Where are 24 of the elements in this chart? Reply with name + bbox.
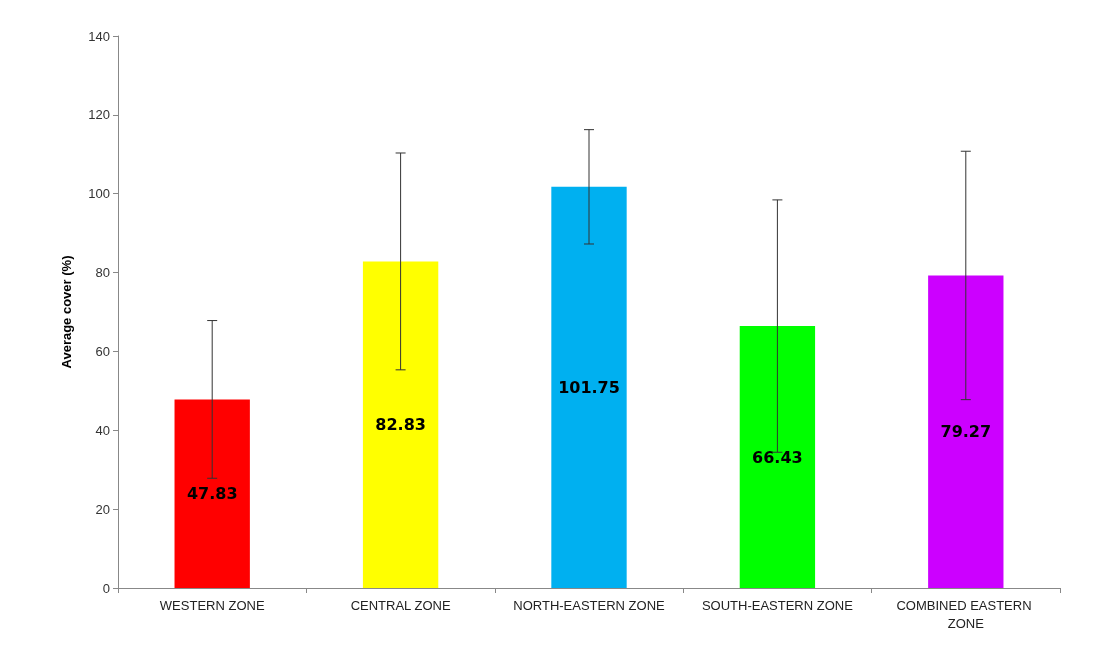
data-label: 79.27 [940,422,992,442]
x-tick-label: SOUTH-EASTERN ZONE [701,597,854,613]
bar [174,399,250,588]
bar [362,261,439,588]
x-tick-label: CENTRAL ZONE [350,597,451,613]
bar [928,275,1004,588]
y-axis-title: Average cover (%) [59,255,74,369]
data-label: 101.75 [558,377,620,397]
y-tick-label: 80 [95,265,110,281]
y-tick-label: 100 [88,186,110,202]
data-label: 82.83 [375,415,426,435]
data-label: 66.43 [752,447,803,467]
y-tick-label: 40 [95,422,110,438]
y-tick-label: 0 [102,580,110,596]
y-tick-label: 20 [95,501,110,517]
y-tick-label: 140 [88,28,110,44]
y-tick-label: 60 [95,343,110,359]
bar [739,326,816,588]
bar [551,186,627,588]
x-tick-label: WESTERN ZONE [159,597,265,613]
data-label: 47.83 [186,484,238,504]
x-tick-label: COMBINED EASTERN ZONE [896,597,1036,631]
x-tick-label: NORTH-EASTERN ZONE [513,597,666,613]
y-tick-label: 120 [88,107,110,123]
